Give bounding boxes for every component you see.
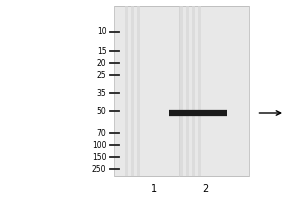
Text: 70: 70	[97, 129, 106, 138]
Bar	[180, 6, 183, 176]
Text: 20: 20	[97, 58, 106, 68]
Text: 25: 25	[97, 71, 106, 79]
Bar	[130, 6, 134, 176]
Text: 35: 35	[97, 88, 106, 98]
Text: 150: 150	[92, 152, 106, 162]
Text: 100: 100	[92, 140, 106, 149]
Bar	[198, 6, 201, 176]
Bar	[192, 6, 195, 176]
Bar	[124, 6, 128, 176]
Text: 2: 2	[202, 184, 208, 194]
Text: 250: 250	[92, 164, 106, 173]
Text: 1: 1	[152, 184, 158, 194]
Text: 50: 50	[97, 106, 106, 116]
Text: 15: 15	[97, 46, 106, 55]
Bar	[114, 6, 249, 176]
Text: 10: 10	[97, 27, 106, 36]
Bar	[136, 6, 140, 176]
Bar	[186, 6, 189, 176]
